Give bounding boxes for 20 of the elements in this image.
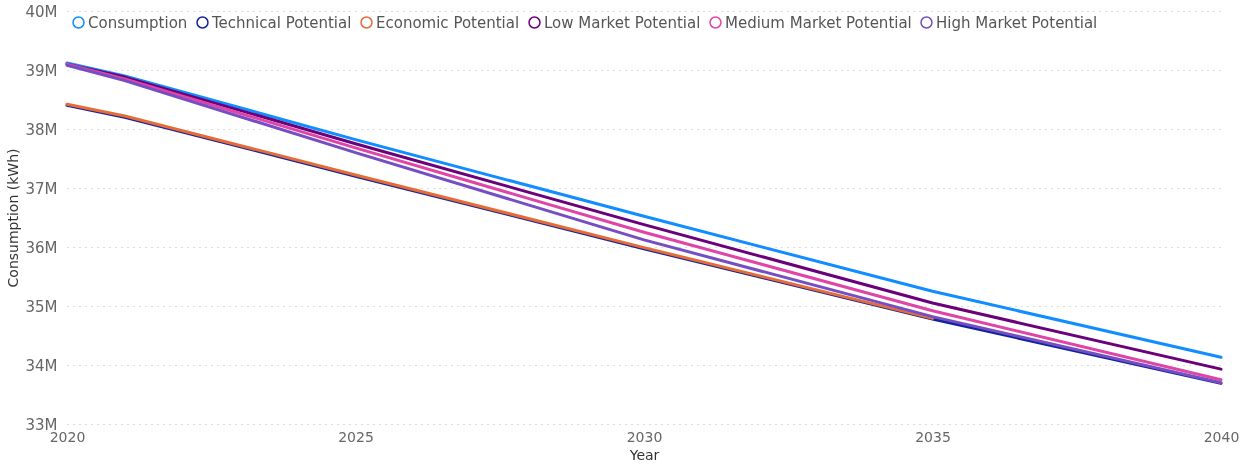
x-axis-title: Year xyxy=(628,446,660,463)
y-tick-label: 37M xyxy=(25,179,58,198)
y-tick-label: 38M xyxy=(25,120,58,139)
y-tick-label: 39M xyxy=(25,61,58,80)
line-series xyxy=(65,102,934,320)
x-tick-label: 2035 xyxy=(915,428,951,445)
x-tick-label: 2025 xyxy=(338,428,374,445)
legend-label: High Market Potential xyxy=(936,13,1098,32)
y-tick-label: 40M xyxy=(25,2,58,21)
y-axis-title: Consumption (kWh) xyxy=(5,148,22,288)
legend-label: Low Market Potential xyxy=(544,13,701,32)
legend-label: Medium Market Potential xyxy=(725,13,912,32)
x-tick-label: 2040 xyxy=(1203,428,1240,445)
legend-label: Consumption xyxy=(88,13,188,32)
y-tick-label: 34M xyxy=(25,356,58,375)
y-tick-label: 35M xyxy=(25,297,58,316)
legend-label: Technical Potential xyxy=(211,13,352,32)
legend-label: Economic Potential xyxy=(376,13,520,32)
x-tick-label: 2030 xyxy=(626,428,663,445)
y-tick-label: 36M xyxy=(25,238,58,257)
